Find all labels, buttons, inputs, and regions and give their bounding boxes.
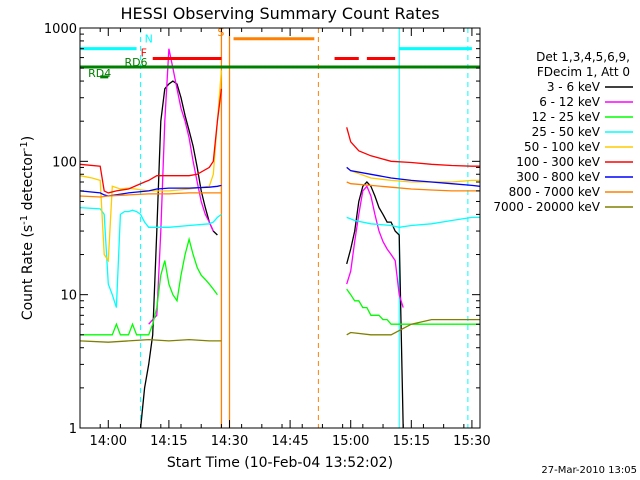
- marker-label-n: N: [145, 32, 153, 45]
- series-line-6-0: [79, 184, 222, 197]
- series-line-6-1: [346, 166, 481, 187]
- axis-ticks: 14:00 14:15 14:30 14:45 15:00 15:15 15:30 1 10 10…: [44, 22, 491, 449]
- plot-frame: [79, 27, 481, 429]
- series-line-2-1: [346, 288, 480, 325]
- plot-area: NF S RD6 RD4: [79, 26, 481, 429]
- legend-label-4: 50 - 100 keV: [524, 140, 601, 154]
- series-line-3-1: [346, 216, 480, 228]
- x-tick-label-5: 15:15: [393, 434, 430, 449]
- x-tick-label-3: 14:45: [271, 434, 308, 449]
- series-line-4-0: [79, 70, 223, 263]
- series-line-0-0: [139, 80, 218, 429]
- marker-label-rd4: RD4: [88, 67, 111, 80]
- series-line-1-0: [148, 48, 214, 325]
- chart-title: HESSI Observing Summary Count Rates: [120, 4, 439, 23]
- series-line-0-1: [346, 181, 404, 429]
- series-line-2-0: [80, 236, 218, 336]
- x-tick-label-1: 14:15: [150, 434, 187, 449]
- y-axis-label: Count Rate (s-1 detector-1): [19, 136, 36, 320]
- series-line-4-1: [346, 166, 480, 183]
- y-tick-label-0: 1: [69, 422, 77, 437]
- series-line-5-1: [346, 127, 480, 167]
- y-tick-label-3: 1000: [44, 22, 77, 37]
- marker-label-f: F: [141, 47, 147, 60]
- marker-label-s: S: [217, 26, 224, 39]
- series-line-3-0: [79, 206, 222, 308]
- y-tick-label-1: 10: [60, 289, 77, 304]
- legend-label-8: 7000 - 20000 keV: [493, 200, 600, 214]
- legend-label-2: 12 - 25 keV: [532, 110, 601, 124]
- legend-label-0: 3 - 6 keV: [547, 80, 601, 94]
- legend-label-7: 800 - 7000 keV: [509, 185, 601, 199]
- series-line-1-1: [346, 185, 404, 308]
- series-line-7-1: [346, 181, 480, 192]
- legend-label-3: 25 - 50 keV: [532, 125, 601, 139]
- x-tick-label-4: 15:00: [332, 434, 369, 449]
- series-line-5-0: [79, 88, 223, 194]
- legend-label-6: 300 - 800 keV: [516, 170, 600, 184]
- series-line-7-0: [79, 192, 222, 198]
- legend-header-2: FDecim 1, Att 0: [537, 65, 630, 79]
- y-tick-label-2: 100: [52, 155, 77, 170]
- legend-header-1: Det 1,3,4,5,6,9,: [536, 50, 630, 64]
- x-axis-label: Start Time (10-Feb-04 13:52:02): [167, 455, 393, 471]
- series-line-8-1: [346, 318, 480, 336]
- series-line-8-0: [79, 338, 222, 343]
- x-tick-label-0: 14:00: [90, 434, 127, 449]
- x-tick-label-2: 14:30: [211, 434, 248, 449]
- x-tick-label-6: 15:30: [453, 434, 490, 449]
- footer-timestamp: 27-Mar-2010 13:05: [541, 465, 637, 476]
- legend-label-5: 100 - 300 keV: [516, 155, 600, 169]
- legend-label-1: 6 - 12 keV: [539, 95, 601, 109]
- marker-label-rd6: RD6: [124, 56, 147, 69]
